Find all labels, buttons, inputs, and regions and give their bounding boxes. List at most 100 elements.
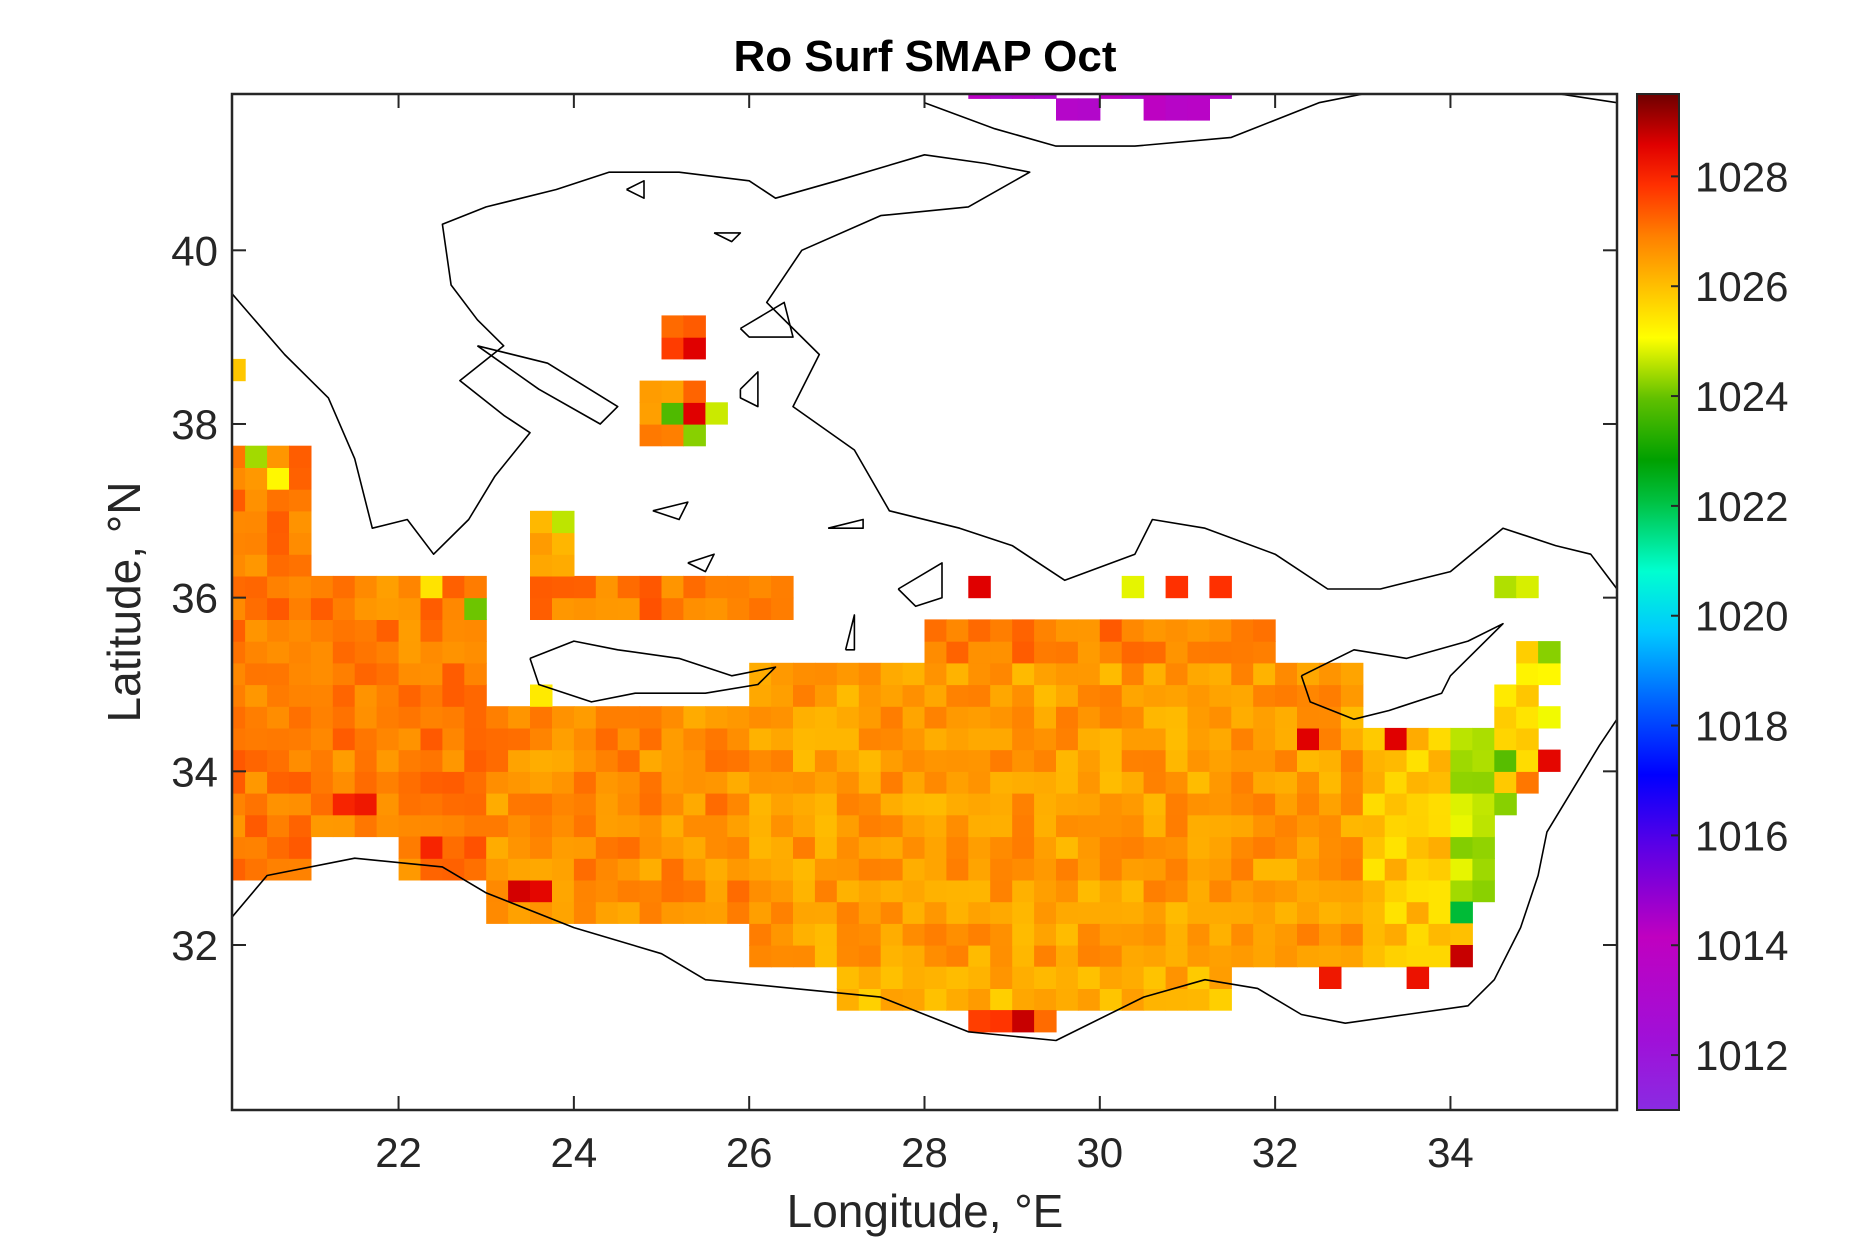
heatmap-cell [1384, 858, 1408, 881]
heatmap-cell [267, 489, 290, 512]
heatmap-cell [968, 94, 991, 99]
heatmap-cell [1450, 879, 1473, 903]
heatmap-cell [420, 793, 443, 816]
heatmap-cell [420, 662, 443, 686]
heatmap-cell [1012, 727, 1035, 751]
heatmap-cell [289, 684, 312, 707]
heatmap-cell [946, 945, 969, 968]
heatmap-cell [1516, 727, 1539, 751]
heatmap-cell [968, 923, 991, 946]
heatmap-cell [552, 554, 575, 577]
heatmap-cell [924, 771, 947, 794]
heatmap-cell [990, 706, 1013, 729]
heatmap-cell [376, 771, 400, 794]
heatmap-cell [814, 662, 838, 686]
heatmap-cell [289, 727, 312, 751]
heatmap-cell [1012, 879, 1035, 903]
x-axis-ticks: 22 24 26 28 30 32 34 [375, 94, 1474, 1176]
heatmap-cell [245, 706, 268, 729]
heatmap-cell [486, 706, 509, 729]
heatmap-cell [442, 641, 465, 664]
heatmap-cell [1165, 749, 1189, 772]
heatmap-cell [661, 575, 684, 599]
heatmap-cell [1099, 619, 1123, 642]
heatmap-cell [924, 793, 947, 816]
heatmap-cell [968, 1010, 991, 1033]
heatmap-cell [814, 684, 838, 707]
heatmap-cell [661, 597, 684, 620]
heatmap-cell [1034, 879, 1057, 903]
heatmap-cell [727, 749, 750, 772]
heatmap-cell [1406, 923, 1430, 946]
heatmap-cell [245, 554, 268, 577]
heatmap-cell [924, 923, 947, 946]
heatmap-cell [1319, 836, 1342, 859]
heatmap-cell [376, 684, 400, 707]
heatmap-cell [1231, 923, 1254, 946]
heatmap-cell [749, 879, 772, 903]
heatmap-cell [858, 836, 882, 859]
y-tick-label: 38 [171, 401, 218, 448]
heatmap-cell [1494, 727, 1517, 751]
heatmap-cell [1121, 923, 1145, 946]
heatmap-cell [232, 510, 246, 534]
heatmap-cell [1231, 706, 1254, 729]
heatmap-cell [310, 706, 334, 729]
heatmap-cell [595, 836, 619, 859]
heatmap-cell [1165, 641, 1189, 664]
colorbar-tick-label: 1012 [1695, 1032, 1788, 1079]
y-tick-label: 32 [171, 922, 218, 969]
heatmap-cell [902, 749, 926, 772]
heatmap-cell [1319, 901, 1342, 924]
heatmap-cell [1056, 641, 1079, 664]
heatmap-cell [332, 641, 356, 664]
heatmap-cell [902, 858, 926, 881]
heatmap-cell [1143, 945, 1167, 968]
heatmap-cell [1362, 858, 1386, 881]
colorbar-tick-label: 1024 [1695, 373, 1788, 420]
heatmap-cell [1099, 706, 1123, 729]
heatmap-cell [1340, 771, 1364, 794]
heatmap-cell [858, 662, 882, 686]
heatmap-cell [771, 684, 794, 707]
heatmap-cell [749, 706, 772, 729]
heatmap-cell [1472, 814, 1495, 838]
heatmap-cell [398, 771, 422, 794]
heatmap-cell [990, 901, 1013, 924]
heatmap-cell [1099, 923, 1123, 946]
heatmap-cell [1121, 945, 1145, 968]
heatmap-cell [232, 532, 246, 555]
heatmap-cell [1056, 771, 1079, 794]
heatmap-cell [508, 901, 531, 924]
heatmap-cell [332, 749, 356, 772]
heatmap-cell [1319, 771, 1342, 794]
heatmap-cell [1143, 94, 1167, 99]
heatmap-cell [1165, 706, 1189, 729]
heatmap-cell [1143, 966, 1167, 989]
heatmap-cell [267, 749, 290, 772]
heatmap-cell [1056, 901, 1079, 924]
heatmap-cell [552, 510, 575, 534]
heatmap-cell [683, 749, 706, 772]
heatmap-cell [1209, 901, 1232, 924]
heatmap-cell [617, 858, 641, 881]
heatmap-cell [749, 575, 772, 599]
heatmap-cell [442, 619, 465, 642]
heatmap-cell [573, 597, 597, 620]
heatmap-cell [858, 749, 882, 772]
heatmap-cell [858, 879, 882, 903]
heatmap-cell [442, 749, 465, 772]
heatmap-cell [1143, 98, 1167, 121]
heatmap-cell [573, 706, 597, 729]
heatmap-cell [442, 706, 465, 729]
heatmap-cell [398, 858, 422, 881]
heatmap-cell [1056, 923, 1079, 946]
heatmap-cell [595, 749, 619, 772]
heatmap-cell [232, 467, 246, 490]
heatmap-cell [354, 619, 378, 642]
heatmap-cell [486, 814, 509, 838]
heatmap-cell [552, 706, 575, 729]
heatmap-cell [749, 727, 772, 751]
heatmap-cell [1012, 662, 1035, 686]
heatmap-cell [420, 727, 443, 751]
